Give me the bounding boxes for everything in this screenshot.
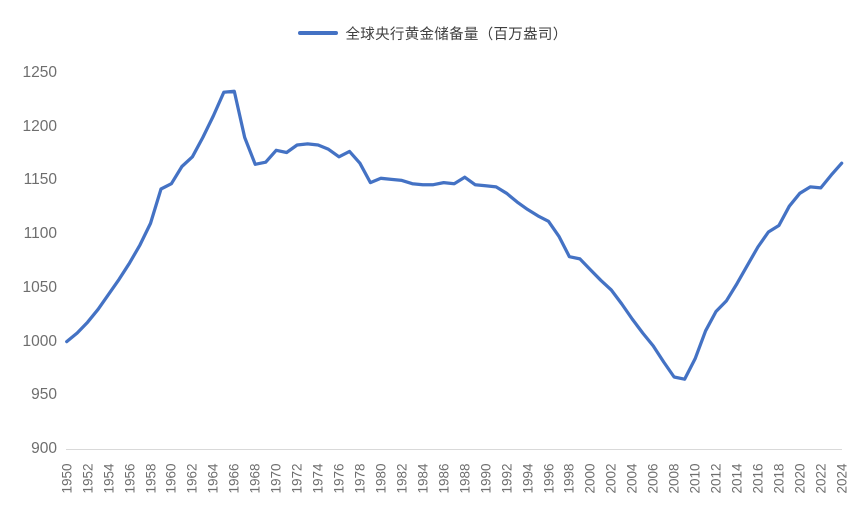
x-tick-label: 2016 xyxy=(750,463,766,494)
x-tick-label: 1998 xyxy=(561,463,577,494)
y-tick-label: 900 xyxy=(31,440,57,457)
x-tick-label: 1980 xyxy=(373,463,389,494)
x-tick-label: 1954 xyxy=(101,463,117,494)
x-tick-label: 1972 xyxy=(289,463,305,494)
x-tick-label: 2020 xyxy=(792,463,808,494)
x-tick-label: 2000 xyxy=(582,463,598,494)
x-tick-label: 2008 xyxy=(666,463,682,494)
x-tick-label: 1952 xyxy=(80,463,96,494)
gold-reserves-line xyxy=(65,89,844,381)
y-tick-label: 1000 xyxy=(22,332,57,350)
x-tick-label: 1978 xyxy=(352,463,368,494)
y-tick-label: 1200 xyxy=(22,117,57,135)
x-tick-label: 1984 xyxy=(415,463,431,494)
x-tick-label: 2014 xyxy=(729,463,745,494)
x-tick-label: 1968 xyxy=(247,463,263,494)
x-tick-label: 2002 xyxy=(603,463,619,494)
x-tick-label: 1982 xyxy=(394,463,410,494)
x-tick-label: 1988 xyxy=(457,463,473,494)
x-tick-label: 2024 xyxy=(834,463,850,494)
x-tick-label: 1974 xyxy=(310,463,326,494)
legend-label: 全球央行黄金储备量（百万盎司） xyxy=(345,26,568,43)
x-tick-label: 1986 xyxy=(436,463,452,494)
x-tick-label: 1960 xyxy=(163,463,179,494)
y-tick-label: 1050 xyxy=(22,278,57,296)
x-tick-label: 1956 xyxy=(122,463,137,494)
y-tick-label: 1150 xyxy=(23,171,57,189)
x-tick-label: 2006 xyxy=(645,463,661,494)
x-tick-label: 2004 xyxy=(624,463,640,494)
x-tick-label: 1992 xyxy=(499,463,515,494)
x-tick-label: 2018 xyxy=(771,463,787,494)
x-tick-label: 1958 xyxy=(143,463,158,494)
x-tick-label: 1950 xyxy=(59,463,75,494)
x-tick-label: 1970 xyxy=(268,463,284,494)
x-tick-label: 1990 xyxy=(478,463,494,494)
x-tick-label: 1966 xyxy=(226,463,242,494)
x-tick-label: 2012 xyxy=(708,463,724,494)
x-tick-label: 1964 xyxy=(205,463,221,494)
y-tick-label: 1250 xyxy=(22,64,57,81)
x-tick-label: 2010 xyxy=(687,463,703,494)
x-tick-label: 1996 xyxy=(541,463,556,494)
y-tick-label: 950 xyxy=(31,386,57,404)
x-tick-label: 2022 xyxy=(813,463,829,494)
legend: 全球央行黄金储备量（百万盎司） xyxy=(0,22,865,44)
x-tick-label: 1994 xyxy=(520,463,535,494)
x-axis-line xyxy=(66,448,842,450)
legend-line-swatch xyxy=(297,31,338,35)
x-tick-label: 1976 xyxy=(331,463,347,494)
x-tick-label: 1962 xyxy=(184,463,200,494)
y-tick-label: 1100 xyxy=(23,225,57,243)
